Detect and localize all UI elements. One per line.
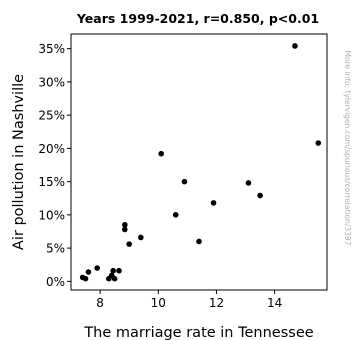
y-tick-label: 0% [46,275,65,289]
data-point [122,226,128,233]
x-tick-label: 10 [151,296,166,310]
chart-title: Years 1999-2021, r=0.850, p<0.01 [76,11,319,26]
data-point [116,267,122,274]
y-tick-label: 30% [38,75,65,89]
y-tick-label: 20% [38,142,65,156]
data-point [181,178,188,185]
x-tick-label: 14 [267,296,282,310]
y-tick-label: 25% [38,109,65,123]
data-point [110,267,116,274]
data-point [138,234,144,241]
data-point [292,43,298,49]
data-point [315,140,322,146]
data-point [111,275,118,282]
data-point [158,150,164,157]
y-tick-label: 35% [38,42,65,56]
data-point [245,180,252,186]
y-tick-label: 15% [38,175,65,189]
x-axis: 8 10 12 14 [96,290,282,310]
x-tick-label: 12 [209,296,224,310]
x-tick-label: 8 [96,296,104,310]
data-point [85,269,92,275]
data-point [82,275,89,282]
data-point [126,241,132,247]
y-tick-label: 10% [38,208,65,222]
data-points [79,43,322,282]
data-point [94,265,100,271]
data-point [196,238,202,245]
data-point [122,222,128,228]
y-axis: 0% 5% 10% 15% 20% 25% 30% 35% [38,42,71,289]
plot-frame [70,33,328,291]
data-point [257,192,263,199]
data-point [210,200,217,206]
data-point [172,212,179,218]
source-note: More info: tylervigen.com/spurious/corre… [343,51,352,246]
y-tick-label: 5% [46,242,65,256]
y-axis-label: Air pollution in Nashville [11,74,27,250]
x-axis-label: The marriage rate in Tennessee [83,325,313,340]
